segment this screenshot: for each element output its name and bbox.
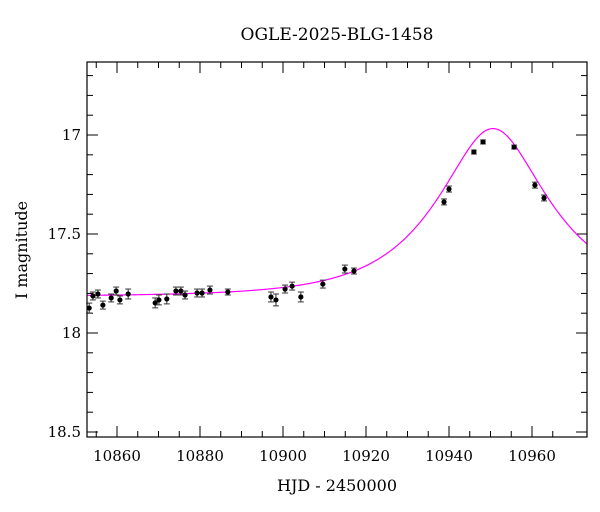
- data-point: [163, 293, 170, 305]
- data-point: [113, 286, 120, 296]
- data-point: [531, 181, 538, 189]
- point-marker: [113, 288, 119, 294]
- x-axis-label: HJD - 2450000: [277, 476, 397, 495]
- y-tick-label: 18: [62, 324, 81, 342]
- point-marker: [182, 292, 188, 298]
- point-marker: [298, 294, 304, 300]
- point-marker: [199, 290, 205, 296]
- data-point: [194, 288, 201, 298]
- point-marker: [156, 297, 162, 303]
- x-tick-label: 10920: [342, 447, 390, 465]
- point-marker: [125, 291, 131, 297]
- data-point: [224, 288, 231, 296]
- data-point: [480, 139, 487, 145]
- point-marker: [351, 268, 357, 274]
- data-point: [86, 302, 93, 314]
- chart-title: OGLE-2025-BLG-1458: [241, 25, 434, 45]
- y-tick-label: 17: [62, 126, 81, 144]
- x-tick-label: 10940: [425, 447, 473, 465]
- data-point: [89, 291, 96, 301]
- plot-frame: [86, 61, 588, 438]
- data-point: [155, 294, 162, 306]
- y-axis-label: I magnitude: [12, 201, 31, 299]
- data-point: [206, 285, 213, 295]
- point-marker: [86, 305, 92, 311]
- data-points-group: [86, 139, 548, 314]
- point-marker: [225, 289, 231, 295]
- model-curve: [86, 127, 588, 296]
- point-marker: [173, 288, 179, 294]
- data-point: [152, 297, 159, 309]
- point-marker: [164, 296, 170, 302]
- model-curve-group: [86, 127, 588, 296]
- data-point: [267, 291, 274, 303]
- data-point: [541, 194, 548, 202]
- point-marker: [342, 266, 348, 272]
- data-point: [470, 149, 477, 155]
- data-point: [116, 295, 123, 305]
- point-marker: [320, 281, 326, 287]
- data-point: [441, 198, 448, 206]
- x-tick-label: 10880: [176, 447, 224, 465]
- y-tick-label: 17.5: [48, 225, 81, 243]
- data-point: [94, 289, 101, 299]
- y-tick-label: 18.5: [48, 423, 81, 441]
- data-point: [182, 290, 189, 300]
- data-point: [125, 288, 132, 300]
- data-point: [99, 300, 106, 310]
- data-point: [446, 185, 452, 193]
- data-point: [297, 291, 304, 303]
- point-marker: [446, 186, 452, 192]
- data-point: [341, 264, 348, 274]
- point-marker: [282, 286, 288, 292]
- point-marker: [289, 283, 295, 289]
- data-point: [511, 144, 518, 150]
- point-marker: [100, 302, 106, 308]
- point-marker: [90, 293, 96, 299]
- point-marker: [95, 291, 101, 297]
- point-marker: [207, 287, 213, 293]
- point-marker: [268, 294, 274, 300]
- x-tick-label: 10960: [508, 447, 556, 465]
- point-marker: [471, 149, 477, 155]
- data-point: [319, 279, 326, 289]
- point-marker: [541, 195, 547, 201]
- point-marker: [480, 139, 486, 145]
- data-point: [282, 284, 289, 294]
- data-point: [350, 267, 357, 275]
- axis-ticks: 10860 10880 10900 10920 10940 10960 17 17.5 18 18…: [48, 62, 587, 465]
- point-marker: [108, 295, 114, 301]
- point-marker: [511, 144, 517, 150]
- data-point: [289, 281, 296, 291]
- point-marker: [273, 297, 279, 303]
- data-point: [108, 293, 115, 303]
- point-marker: [194, 290, 200, 296]
- data-point: [199, 288, 206, 298]
- point-marker: [441, 199, 447, 205]
- x-tick-label: 10860: [93, 447, 141, 465]
- point-marker: [178, 288, 184, 294]
- point-marker: [117, 297, 123, 303]
- data-point: [272, 293, 279, 307]
- x-tick-label: 10900: [259, 447, 307, 465]
- point-marker: [532, 182, 538, 188]
- point-marker: [152, 300, 158, 306]
